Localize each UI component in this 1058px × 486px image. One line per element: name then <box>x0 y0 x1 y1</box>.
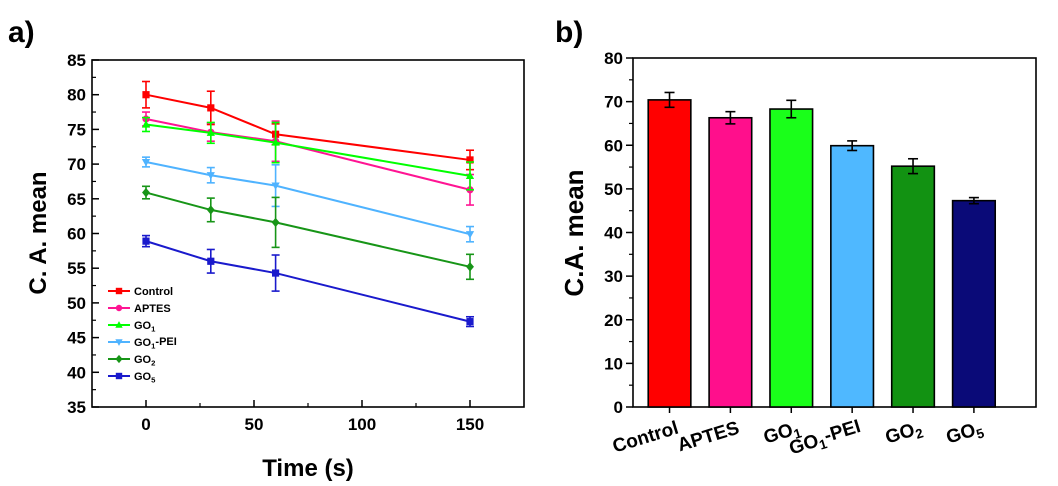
data-point <box>206 128 215 136</box>
y-tick-label: 80 <box>67 86 86 105</box>
legend-label: GO1 <box>134 320 156 333</box>
data-point <box>466 318 474 326</box>
y-tick-label: 45 <box>67 329 86 348</box>
legend-marker <box>115 287 123 295</box>
y-tick-label: 30 <box>604 267 623 286</box>
bar-group <box>951 196 997 408</box>
y-axis-title: C.A. mean <box>559 169 589 296</box>
data-point <box>142 237 150 245</box>
series-group <box>141 80 475 328</box>
category-label: GO5 <box>944 418 987 451</box>
data-point <box>466 262 474 272</box>
line-chart-panel-a: 35 40 45 50 55 60 65 70 75 80 85 0 50 100 150 Control A… <box>25 51 525 482</box>
series-2 <box>141 116 475 191</box>
series-line <box>145 118 471 191</box>
series-line <box>145 240 471 323</box>
series-1 <box>142 111 474 206</box>
y-tick-label: 40 <box>67 363 86 382</box>
data-point <box>206 205 215 215</box>
bar-group <box>769 99 814 408</box>
y-tick-label: 85 <box>67 51 86 70</box>
y-tick-label: 60 <box>604 136 623 155</box>
legend-label: Control <box>134 286 173 298</box>
axis-ticks: 35 40 45 50 55 60 65 70 75 80 85 0 50 100 150 <box>67 51 484 434</box>
y-tick-label: 35 <box>67 398 86 417</box>
legend-marker <box>115 339 123 346</box>
y-tick-label: 0 <box>614 398 623 417</box>
y-axis-title: C. A. mean <box>25 171 52 294</box>
panel-label-b: b) <box>555 16 583 49</box>
x-tick-label: 50 <box>245 415 264 434</box>
legend-marker <box>115 321 123 328</box>
category-label: GO1-PEI <box>786 416 864 461</box>
y-tick-label: 10 <box>604 354 623 373</box>
legend-label: GO5 <box>134 371 156 384</box>
x-tick-label: 100 <box>348 415 376 434</box>
series-0 <box>142 80 474 171</box>
x-tick-label: 150 <box>456 415 484 434</box>
category-label: Control <box>610 418 681 458</box>
category-label: APTES <box>675 418 742 457</box>
data-point <box>271 217 280 228</box>
bar-group <box>708 110 753 408</box>
bar-group <box>830 140 875 408</box>
legend-label: GO1-PEI <box>134 336 177 350</box>
series-line <box>145 191 471 268</box>
series-line <box>145 161 471 236</box>
legend-label: APTES <box>134 303 171 315</box>
data-point <box>141 120 151 128</box>
series-4 <box>142 185 474 281</box>
y-tick-label: 50 <box>67 294 86 313</box>
y-tick-label: 55 <box>67 259 86 278</box>
y-tick-label: 20 <box>604 311 623 330</box>
x-tick-label: 0 <box>141 415 150 434</box>
bar-group <box>890 157 936 408</box>
y-tick-label: 65 <box>67 190 86 209</box>
y-tick-label: 80 <box>604 49 623 68</box>
bar <box>647 99 692 408</box>
y-tick-label: 50 <box>604 180 623 199</box>
data-point <box>207 104 215 112</box>
bar <box>951 199 997 408</box>
y-tick-label: 75 <box>67 120 86 139</box>
plot-frame <box>91 59 525 408</box>
legend-marker <box>115 372 123 380</box>
y-tick-label: 40 <box>604 224 623 243</box>
data-point <box>465 171 475 179</box>
legend-marker <box>115 304 123 312</box>
bar <box>769 108 814 408</box>
data-point <box>271 138 280 146</box>
panel-label-a: a) <box>8 16 35 49</box>
legend: Control APTES GO1 GO1-PEI GO2 GO5 <box>108 286 177 384</box>
bars-group <box>647 91 997 408</box>
data-point <box>466 156 474 164</box>
bar <box>708 116 753 408</box>
x-axis-title: Time (s) <box>262 455 354 482</box>
y-tick-label: 70 <box>67 155 86 174</box>
series-5 <box>142 234 474 328</box>
bar-group <box>647 91 692 408</box>
category-label: GO2 <box>883 418 925 451</box>
data-point <box>206 172 215 180</box>
data-point <box>142 187 150 198</box>
y-tick-label: 60 <box>67 225 86 244</box>
data-point <box>271 182 280 190</box>
data-point <box>465 231 475 239</box>
bar <box>890 165 936 408</box>
bar <box>830 144 875 408</box>
legend-label: GO2 <box>134 354 155 367</box>
legend-marker <box>115 354 123 364</box>
y-tick-label: 70 <box>604 93 623 112</box>
data-point <box>142 91 150 99</box>
series-line <box>145 123 471 177</box>
data-point <box>141 158 151 167</box>
data-point <box>272 269 280 277</box>
axis-ticks: 0 10 20 30 40 50 60 70 80 <box>604 49 975 417</box>
data-point <box>207 257 215 265</box>
series-line <box>145 93 471 161</box>
